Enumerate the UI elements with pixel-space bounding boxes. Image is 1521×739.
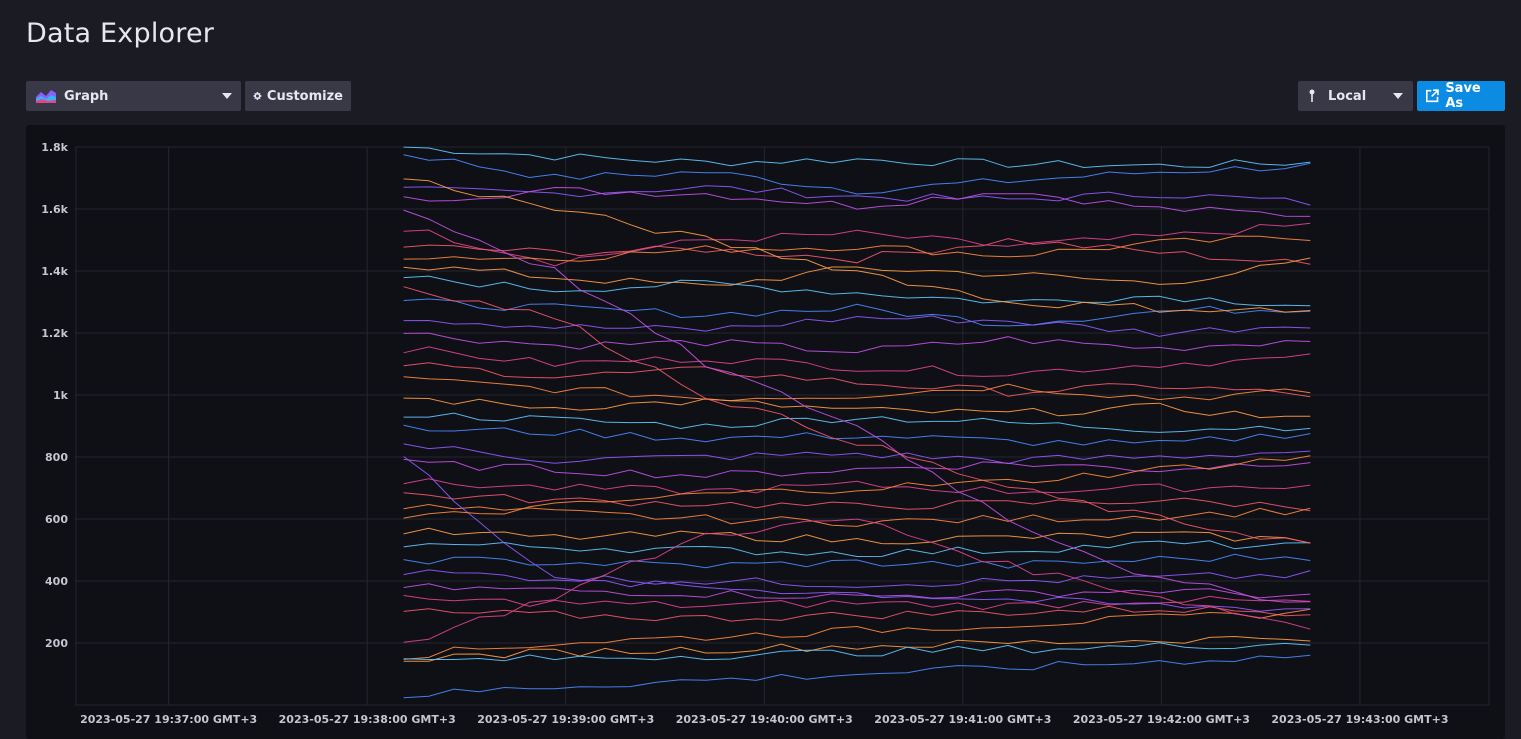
series-line [403,185,1311,206]
series-line [403,492,1311,512]
customize-button[interactable]: Customize [245,81,351,111]
series-line [403,412,1311,433]
series-line [403,235,1311,262]
series-line [403,605,1311,622]
y-tick-label: 200 [45,637,68,650]
chevron-down-icon [222,93,232,99]
series-line [403,362,1311,398]
series-line [403,286,1311,544]
series-line [403,424,1311,447]
x-tick-label: 2023-05-27 19:37:00 GMT+3 [80,713,257,726]
gear-icon [253,91,262,101]
customize-label: Customize [266,88,343,104]
series-line [403,642,1311,662]
y-tick-label: 1.2k [41,327,68,340]
series-line [403,503,1311,527]
series-line [403,222,1311,267]
series-line [403,443,1311,465]
series-line [403,154,1311,195]
timezone-dropdown[interactable]: Local [1298,81,1413,111]
page-title: Data Explorer [26,18,215,49]
series-line [403,518,1311,643]
series-line [403,569,1311,588]
x-tick-label: 2023-05-27 19:40:00 GMT+3 [676,713,853,726]
y-tick-label: 1.6k [41,203,68,216]
save-as-label: Save As [1445,81,1481,111]
y-tick-label: 1.4k [41,265,68,278]
series-line [403,178,1311,313]
chevron-down-icon [1393,93,1403,99]
y-tick-label: 800 [45,451,68,464]
series-line [403,238,1311,265]
series-line [403,583,1311,599]
y-tick-label: 400 [45,575,68,588]
y-tick-label: 1k [53,389,69,402]
x-tick-label: 2023-05-27 19:41:00 GMT+3 [874,713,1051,726]
toolbar: Graph Customize Local Save As [26,81,1505,111]
series-line [403,595,1311,611]
timezone-label: Local [1328,88,1367,104]
series-line [403,298,1311,327]
pin-icon [1309,89,1315,102]
y-tick-label: 600 [45,513,68,526]
series-line [403,456,1311,612]
series-line [403,257,1311,286]
series-line [403,635,1311,662]
x-tick-label: 2023-05-27 19:38:00 GMT+3 [279,713,456,726]
series-line [403,332,1311,354]
series-line [403,275,1311,307]
series-line [403,146,1311,169]
x-tick-label: 2023-05-27 19:42:00 GMT+3 [1073,713,1250,726]
series-line [403,186,1311,217]
series-line [403,478,1311,495]
x-tick-label: 2023-05-27 19:39:00 GMT+3 [477,713,654,726]
series-line [403,527,1311,545]
series-line [403,654,1311,699]
series-line [403,608,1311,660]
series-line [403,346,1311,377]
external-link-icon [1425,89,1439,103]
series-line [403,397,1311,419]
visualization-type-label: Graph [64,88,109,104]
series-line [403,455,1311,519]
visualization-type-dropdown[interactable]: Graph [26,81,241,111]
save-as-button[interactable]: Save As [1417,81,1505,111]
y-tick-label: 1.8k [41,141,68,154]
x-tick-label: 2023-05-27 19:43:00 GMT+3 [1271,713,1448,726]
series-line [403,553,1311,569]
graph-icon [36,90,56,103]
series-line [403,376,1311,402]
series-line [403,209,1311,603]
line-chart[interactable]: 200 400 600 800 1k 1.2k 1.4k 1.6k 1.8k 2023-05-27… [26,125,1505,739]
series-line [403,540,1311,558]
series-line [403,458,1311,479]
graph-panel[interactable]: 200 400 600 800 1k 1.2k 1.4k 1.6k 1.8k 2023-05-27… [26,125,1505,739]
series-line [403,315,1311,337]
